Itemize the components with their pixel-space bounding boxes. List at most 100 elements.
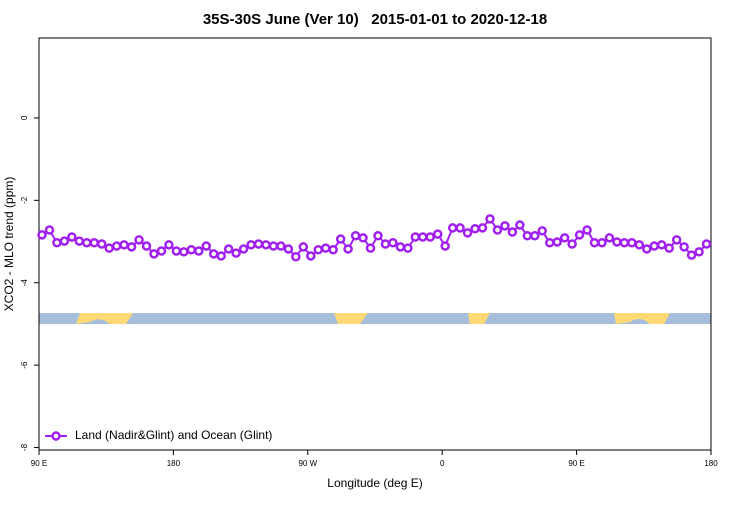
data-point: [276, 241, 286, 251]
data-point: [44, 225, 55, 235]
data-point: [492, 225, 503, 235]
data-point: [37, 230, 47, 240]
data-point: [686, 250, 697, 260]
data-point: [440, 241, 450, 251]
data-point: [604, 233, 615, 243]
data-point: [425, 232, 436, 242]
data-point: [104, 243, 114, 253]
data-point: [507, 227, 518, 237]
legend-marker: [51, 431, 61, 441]
data-point: [582, 225, 592, 235]
land-shape: [614, 313, 670, 324]
data-point: [671, 235, 682, 245]
data-point: [67, 232, 77, 242]
data-point: [119, 240, 129, 250]
data-point: [179, 247, 189, 257]
data-point: [126, 242, 137, 252]
data-point: [522, 231, 533, 241]
data-point: [388, 238, 398, 248]
data-point: [156, 246, 167, 256]
data-point: [642, 244, 652, 254]
land-shape: [468, 313, 490, 324]
data-point: [656, 240, 667, 250]
data-point: [246, 240, 256, 250]
y-tick-label: -2: [20, 196, 29, 204]
data-point: [306, 251, 316, 261]
x-tick-label: 90 W: [298, 459, 317, 468]
data-point: [298, 242, 309, 252]
data-point: [164, 240, 174, 250]
data-point: [268, 241, 279, 251]
data-point: [283, 244, 294, 254]
data-point: [544, 238, 555, 248]
data-point: [627, 238, 637, 248]
data-point: [335, 234, 346, 244]
chart-title: 35S-30S June (Ver 10) 2015-01-01 to 2020…: [203, 11, 547, 28]
legend-label: Land (Nadir&Glint) and Ocean (Glint): [75, 428, 272, 442]
y-tick-label: -8: [20, 443, 29, 451]
y-tick-label: -4: [20, 279, 29, 287]
data-point: [253, 239, 264, 249]
data-point: [649, 241, 660, 251]
data-point: [96, 239, 107, 249]
data-point: [455, 223, 465, 233]
land-shape: [334, 313, 368, 324]
data-point: [223, 244, 234, 254]
data-point: [238, 244, 249, 254]
data-point: [134, 235, 144, 245]
data-point: [59, 236, 70, 246]
data-point: [634, 240, 645, 250]
data-point: [320, 243, 331, 253]
land-ocean-strip: [39, 313, 711, 324]
data-point: [82, 238, 92, 248]
data-point: [231, 248, 241, 258]
data-point: [694, 247, 704, 257]
data-point: [373, 231, 383, 241]
data-point: [574, 230, 585, 240]
data-point: [701, 239, 712, 249]
data-point: [291, 252, 301, 262]
data-point: [328, 245, 338, 255]
data-point: [589, 238, 600, 248]
data-point: [186, 245, 197, 255]
x-tick-label: 0: [440, 459, 445, 468]
data-point: [261, 240, 271, 250]
data-point: [552, 237, 562, 247]
data-point: [403, 243, 413, 253]
data-point: [201, 241, 212, 251]
ocean-band: [39, 313, 711, 324]
data-point: [477, 223, 488, 233]
data-point: [530, 231, 540, 241]
data-point: [111, 241, 122, 251]
data-point: [567, 239, 577, 249]
data-point: [141, 241, 152, 251]
data-point: [679, 242, 689, 252]
data-point: [194, 246, 204, 256]
x-tick-label: 180: [704, 459, 718, 468]
data-point: [462, 228, 473, 238]
data-point: [418, 232, 428, 242]
data-point: [559, 233, 570, 243]
x-tick-label: 90 E: [31, 459, 47, 468]
data-point: [515, 220, 525, 230]
data-point: [358, 233, 368, 243]
data-point: [313, 245, 324, 255]
data-point: [432, 229, 443, 239]
data-point: [350, 231, 361, 241]
data-point: [171, 246, 182, 256]
data-point: [216, 251, 226, 261]
data-point: [208, 249, 219, 259]
data-point: [74, 236, 85, 246]
data-point: [410, 232, 421, 242]
data-point: [485, 214, 495, 224]
x-axis-label: Longitude (deg E): [327, 476, 422, 490]
data-point: [597, 238, 607, 248]
data-point: [537, 226, 548, 236]
data-point: [149, 249, 159, 259]
x-tick-label: 90 E: [568, 459, 584, 468]
data-point: [619, 238, 630, 248]
data-point: [447, 223, 458, 233]
y-tick-label: -6: [20, 361, 29, 369]
data-point: [612, 237, 622, 247]
